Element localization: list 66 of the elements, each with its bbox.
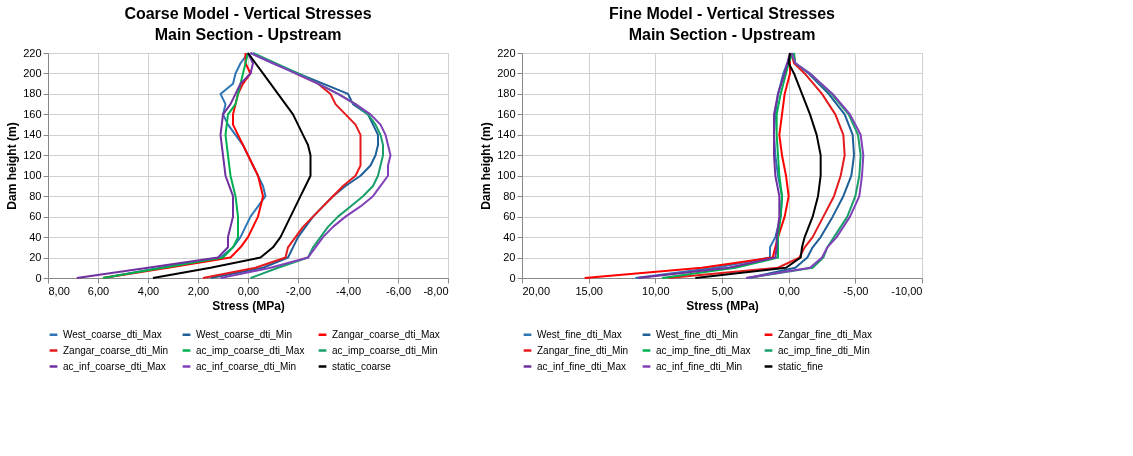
legend-label: Zangar_coarse_dti_Min bbox=[63, 344, 169, 356]
legend-label: West_fine_dti_Min bbox=[656, 328, 739, 340]
legend-label: static_fine bbox=[778, 360, 824, 372]
legend-label: ac_imp_fine_dti_Max bbox=[656, 344, 751, 356]
y-tick-label: 40 bbox=[29, 230, 42, 243]
y-tick-label: 180 bbox=[23, 87, 42, 100]
y-tick-label: 80 bbox=[29, 189, 42, 202]
x-tick-label: 0,00 bbox=[778, 284, 800, 297]
x-tick-label: -5,00 bbox=[843, 284, 869, 297]
y-tick-label: 40 bbox=[503, 230, 516, 243]
x-tick-label: 0,00 bbox=[237, 284, 260, 297]
y-tick-label: 60 bbox=[29, 210, 42, 223]
y-tick-label: 0 bbox=[35, 271, 42, 284]
chart-subtitle: Main Section - Upstream bbox=[154, 26, 342, 43]
chart-subtitle: Main Section - Upstream bbox=[628, 26, 816, 43]
y-tick-label: 20 bbox=[29, 251, 42, 264]
x-tick-label: 5,00 bbox=[711, 284, 734, 297]
x-tick-label: 15,00 bbox=[575, 284, 603, 297]
legend-label: West_coarse_dti_Min bbox=[196, 328, 292, 340]
x-tick-label: 10,00 bbox=[642, 284, 670, 297]
x-tick-label: -4,00 bbox=[335, 284, 362, 297]
y-tick-label: 220 bbox=[23, 46, 42, 59]
x-tick-label: -2,00 bbox=[285, 284, 312, 297]
x-tick-label: 4,00 bbox=[137, 284, 160, 297]
y-axis-title: Dam height (m) bbox=[479, 122, 494, 210]
y-tick-label: 160 bbox=[23, 107, 42, 120]
y-tick-label: 140 bbox=[497, 128, 516, 141]
y-tick-label: 120 bbox=[497, 148, 516, 161]
legend-label: ac_imp_fine_dti_Min bbox=[778, 344, 870, 356]
legend-label: ac_inf_coarse_dti_Min bbox=[196, 360, 297, 372]
y-tick-label: 60 bbox=[503, 210, 516, 223]
y-tick-label: 140 bbox=[23, 128, 42, 141]
legend-label: West_fine_dti_Max bbox=[537, 328, 622, 340]
y-tick-label: 200 bbox=[23, 66, 42, 79]
x-tick-label: 20,00 bbox=[522, 284, 551, 297]
y-axis-title: Dam height (m) bbox=[5, 122, 20, 210]
legend-label: ac_imp_coarse_dti_Max bbox=[196, 344, 305, 356]
legend-label: West_coarse_dti_Max bbox=[63, 328, 162, 340]
x-axis-title: Stress (MPa) bbox=[686, 298, 759, 313]
legend-label: Zangar_coarse_dti_Max bbox=[332, 328, 440, 340]
x-tick-label: -6,00 bbox=[385, 284, 412, 297]
y-tick-label: 200 bbox=[497, 66, 516, 79]
legend-label: ac_inf_coarse_dti_Max bbox=[63, 360, 166, 372]
x-tick-label: 6,00 bbox=[87, 284, 110, 297]
y-tick-label: 100 bbox=[497, 169, 516, 182]
chart-title: Coarse Model - Vertical Stresses bbox=[124, 5, 372, 22]
y-tick-label: 20 bbox=[503, 251, 516, 264]
x-axis-title: Stress (MPa) bbox=[212, 298, 285, 313]
y-tick-label: 80 bbox=[503, 189, 516, 202]
legend-label: Zangar_fine_dti_Min bbox=[537, 344, 629, 356]
legend-label: Zangar_fine_dti_Max bbox=[778, 328, 872, 340]
chart-title: Fine Model - Vertical Stresses bbox=[609, 5, 836, 22]
y-tick-label: 0 bbox=[509, 271, 516, 284]
y-tick-label: 120 bbox=[23, 148, 42, 161]
y-tick-label: 100 bbox=[23, 169, 42, 182]
legend-label: ac_imp_coarse_dti_Min bbox=[332, 344, 438, 356]
x-tick-label: 8,00 bbox=[48, 284, 70, 297]
y-tick-label: 180 bbox=[497, 87, 516, 100]
y-tick-label: 220 bbox=[497, 46, 516, 59]
x-tick-label: 2,00 bbox=[187, 284, 210, 297]
legend-label: ac_inf_fine_dti_Max bbox=[537, 360, 626, 372]
y-tick-label: 160 bbox=[497, 107, 516, 120]
x-tick-label: -10,00 bbox=[891, 284, 923, 297]
x-tick-label: -8,00 bbox=[423, 284, 449, 297]
legend-label: ac_inf_fine_dti_Min bbox=[656, 360, 743, 372]
legend-label: static_coarse bbox=[332, 360, 392, 372]
